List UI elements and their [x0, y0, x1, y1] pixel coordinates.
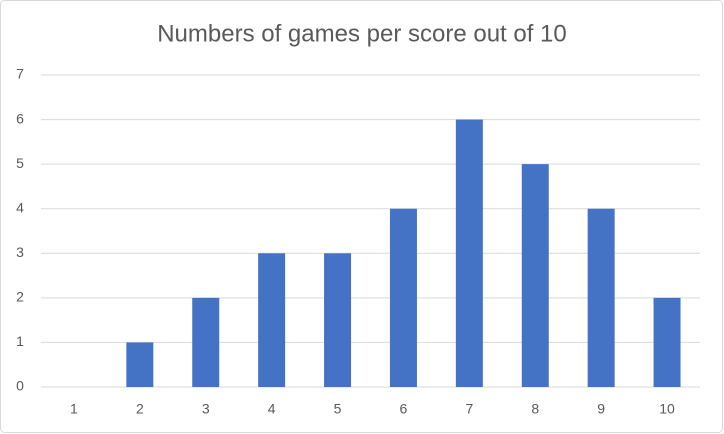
x-tick-label: 6: [400, 401, 408, 417]
bar: [587, 208, 615, 387]
bar: [324, 253, 352, 387]
y-tick-label: 2: [16, 289, 24, 305]
bar: [258, 253, 286, 387]
x-tick-label: 9: [597, 401, 605, 417]
y-tick-label: 6: [16, 110, 24, 126]
bar: [192, 297, 220, 387]
x-tick-label: 3: [202, 401, 210, 417]
y-tick-label: 4: [16, 199, 24, 215]
x-tick-label: 10: [659, 401, 675, 417]
bar: [126, 342, 154, 387]
y-tick-label: 1: [16, 333, 24, 349]
bar: [653, 297, 681, 387]
chart-title: Numbers of games per score out of 10: [157, 20, 567, 47]
y-tick-label: 7: [16, 66, 24, 82]
y-tick-label: 3: [16, 244, 24, 260]
bar: [389, 208, 417, 387]
x-tick-label: 1: [70, 401, 78, 417]
x-tick-label: 7: [465, 401, 473, 417]
x-tick-label: 2: [136, 401, 144, 417]
x-tick-label: 4: [268, 401, 276, 417]
y-tick-label: 5: [16, 155, 24, 171]
x-tick-label: 8: [531, 401, 539, 417]
bar: [455, 119, 483, 388]
bar: [521, 164, 549, 387]
x-tick-label: 5: [334, 401, 342, 417]
y-tick-label: 0: [16, 378, 24, 394]
